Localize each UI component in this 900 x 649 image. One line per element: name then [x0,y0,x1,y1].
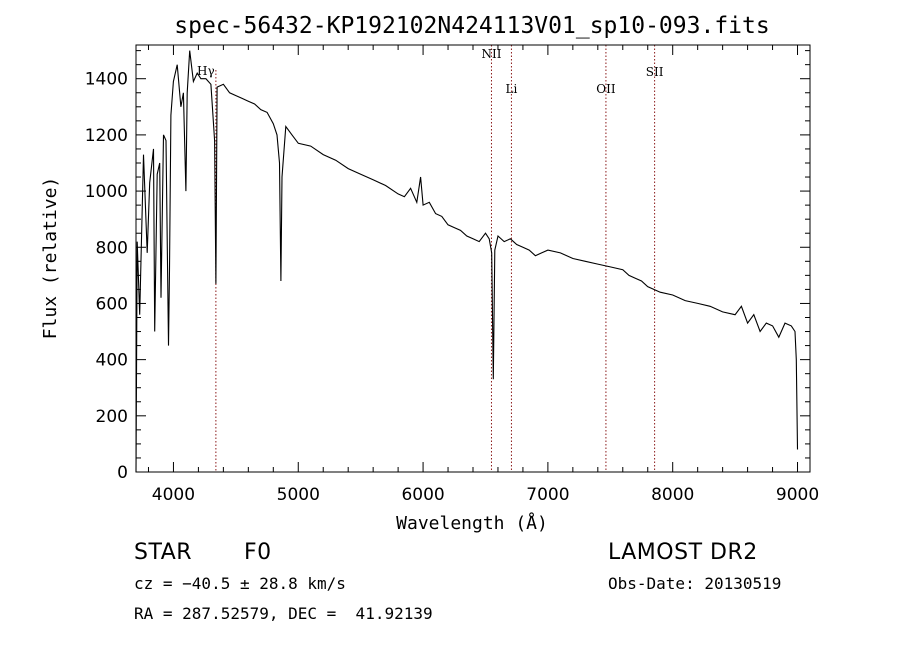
marker-label-2: Li [506,82,518,96]
marker-label-3: OII [596,82,616,96]
y-tick-label-6: 1200 [85,126,128,146]
y-axis-label: Flux (relative) [40,177,61,340]
marker-label-0: Hγ [197,64,215,78]
x-tick-label-5: 9000 [776,485,819,505]
x-tick-label-3: 7000 [526,485,569,505]
x-tick-label-1: 5000 [277,485,320,505]
marker-label-4: SII [646,65,664,79]
x-tick-label-0: 4000 [152,485,195,505]
plot-frame [135,44,811,473]
survey-name: LAMOST DR2 [608,540,758,565]
x-tick-label-2: 6000 [401,485,444,505]
obs-date: Obs-Date: 20130519 [608,574,782,593]
object-subclass: F0 [244,540,272,565]
x-axis: 4000 5000 6000 7000 8000 9000 [147,45,819,505]
line-markers: Hγ NII Li OII SII [197,45,664,472]
y-tick-label-0: 0 [117,463,128,483]
x-tick-label-4: 8000 [651,485,694,505]
object-class: STAR [134,540,193,565]
y-tick-label-2: 400 [96,351,128,371]
y-tick-label-3: 600 [96,294,128,314]
y-tick-label-5: 1000 [85,182,128,202]
x-axis-label: Wavelength (Å) [396,512,548,534]
y-axis: 0 200 400 600 800 1000 1200 1400 [85,50,810,483]
marker-label-1: NII [481,47,501,61]
chart-title: spec-56432-KP192102N424113V01_sp10-093.f… [174,13,769,39]
spectrum-line [135,50,799,473]
y-tick-label-4: 800 [96,238,128,258]
y-tick-label-1: 200 [96,407,128,427]
redshift-cz: cz = −40.5 ± 28.8 km/s [134,574,346,593]
y-tick-label-7: 1400 [85,70,128,90]
coordinates: RA = 287.52579, DEC = 41.92139 [134,604,433,623]
